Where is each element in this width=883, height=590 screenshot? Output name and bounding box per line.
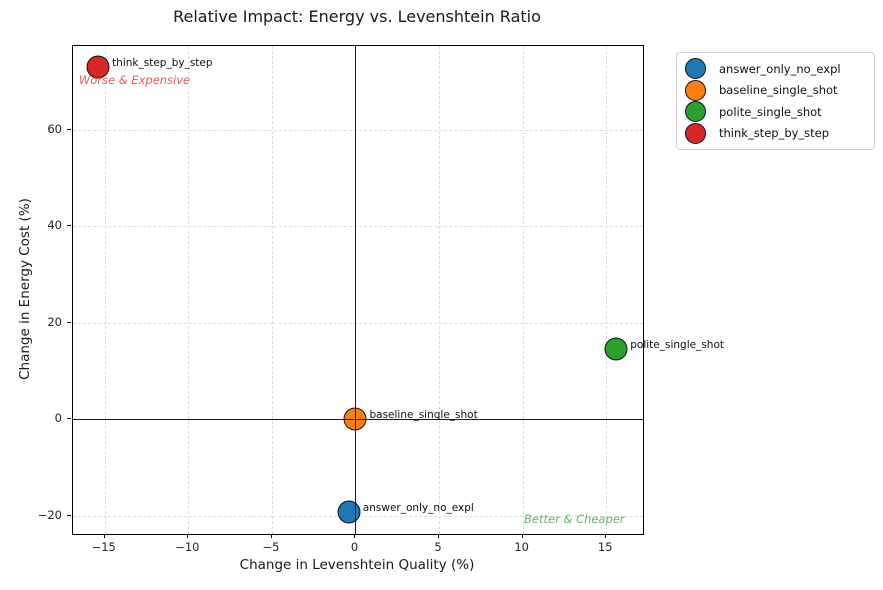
scatter-point [604, 337, 628, 361]
y-tick-mark [67, 321, 71, 323]
legend-label: think_step_by_step [719, 126, 830, 141]
y-tick-mark [67, 514, 71, 516]
x-tick-label: −15 [91, 540, 116, 554]
legend-item: think_step_by_step [685, 122, 866, 145]
y-tick-mark [67, 225, 71, 227]
legend-marker-icon [685, 79, 706, 101]
legend-item: polite_single_shot [685, 101, 866, 123]
y-tick-mark [67, 418, 71, 420]
legend-label: answer_only_no_expl [719, 61, 841, 76]
gridline-y [73, 226, 643, 228]
scatter-point [337, 500, 361, 524]
x-axis-label: Change in Levenshtein Quality (%) [239, 557, 475, 573]
x-tick-label: −5 [262, 540, 280, 554]
x-tick-mark [605, 534, 607, 538]
zero-line-y [73, 419, 643, 421]
gridline-x [271, 46, 273, 534]
legend-marker-icon [685, 122, 706, 144]
y-tick-label: 60 [47, 121, 62, 136]
scatter-point [86, 55, 110, 79]
point-label: think_step_by_step [112, 57, 213, 70]
point-label: baseline_single_shot [369, 409, 478, 422]
gridline-x [522, 46, 524, 534]
legend-marker-icon [685, 58, 706, 80]
y-tick-mark [67, 128, 71, 130]
gridline-y [73, 322, 643, 324]
legend-label: baseline_single_shot [719, 83, 838, 98]
x-tick-mark [521, 534, 523, 538]
y-tick-label: 0 [54, 411, 62, 426]
x-tick-mark [354, 534, 356, 538]
gridline-x [439, 46, 441, 534]
chart-title: Relative Impact: Energy vs. Levenshtein … [173, 7, 541, 26]
gridline-x [606, 46, 608, 534]
quadrant-annotation: Worse & Expensive [78, 73, 191, 88]
x-tick-mark [270, 534, 272, 538]
x-tick-label: 5 [434, 540, 442, 554]
plot-area: answer_only_no_expl baseline_single_shot p… [72, 45, 724, 535]
zero-line-x [355, 46, 357, 534]
y-tick-label: −20 [37, 507, 62, 522]
legend-marker-icon [685, 101, 706, 123]
legend-label: polite_single_shot [719, 104, 822, 119]
x-tick-label: 10 [514, 540, 529, 554]
quadrant-annotation: Better & Cheaper [524, 512, 625, 527]
gridline-y [73, 129, 643, 131]
x-tick-label: 0 [350, 540, 359, 554]
x-tick-mark [103, 534, 105, 538]
y-tick-label: 20 [47, 314, 62, 329]
x-tick-label: 15 [597, 540, 613, 554]
gridline-x [188, 46, 190, 534]
point-label: polite_single_shot [630, 338, 725, 351]
x-tick-mark [438, 534, 440, 538]
legend-item: baseline_single_shot [685, 79, 866, 102]
x-tick-mark [187, 534, 189, 538]
y-tick-label: 40 [47, 218, 62, 233]
x-tick-label: −10 [175, 540, 200, 554]
gridline-x [104, 46, 106, 534]
point-label: answer_only_no_expl [362, 501, 474, 514]
legend-item: answer_only_no_expl [685, 58, 866, 80]
